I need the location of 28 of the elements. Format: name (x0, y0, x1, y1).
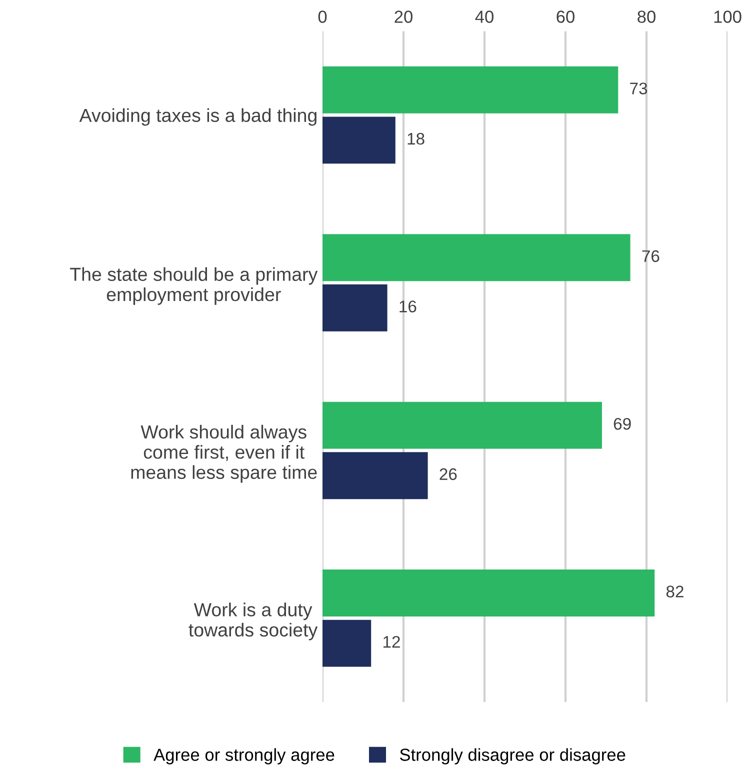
data-label: 73 (630, 82, 648, 94)
bar (322, 452, 428, 500)
y-tick-label: Work should always come first, even if it means less spare time (131, 424, 317, 483)
bar (322, 620, 372, 667)
y-tick-label: Work is a duty towards society (188, 602, 318, 640)
x-tick-label: 100 (714, 10, 742, 23)
legend-label: Agree or strongly agree (154, 748, 334, 764)
x-tick-label: 60 (556, 10, 574, 23)
y-tick-label: The state should be a primary employment provider (70, 267, 318, 305)
data-label: 76 (642, 250, 660, 262)
bar (322, 570, 655, 616)
data-label: 69 (614, 418, 631, 430)
bar (322, 284, 388, 332)
data-label: 16 (400, 300, 416, 312)
legend-label: Strongly disagree or disagree (400, 748, 626, 764)
bar (322, 402, 602, 449)
bar (322, 66, 618, 114)
data-label: 82 (666, 586, 684, 598)
data-label: 12 (383, 636, 400, 648)
data-label: 26 (440, 468, 457, 480)
x-tick-label: 40 (475, 10, 494, 23)
bar (322, 234, 630, 282)
x-tick-label: 20 (394, 10, 412, 23)
y-tick-label: Avoiding taxes is a bad thing (79, 108, 316, 126)
bar (322, 116, 396, 164)
data-label: 18 (408, 132, 424, 145)
x-tick-label: 0 (318, 10, 327, 23)
x-tick-label: 80 (638, 10, 656, 23)
